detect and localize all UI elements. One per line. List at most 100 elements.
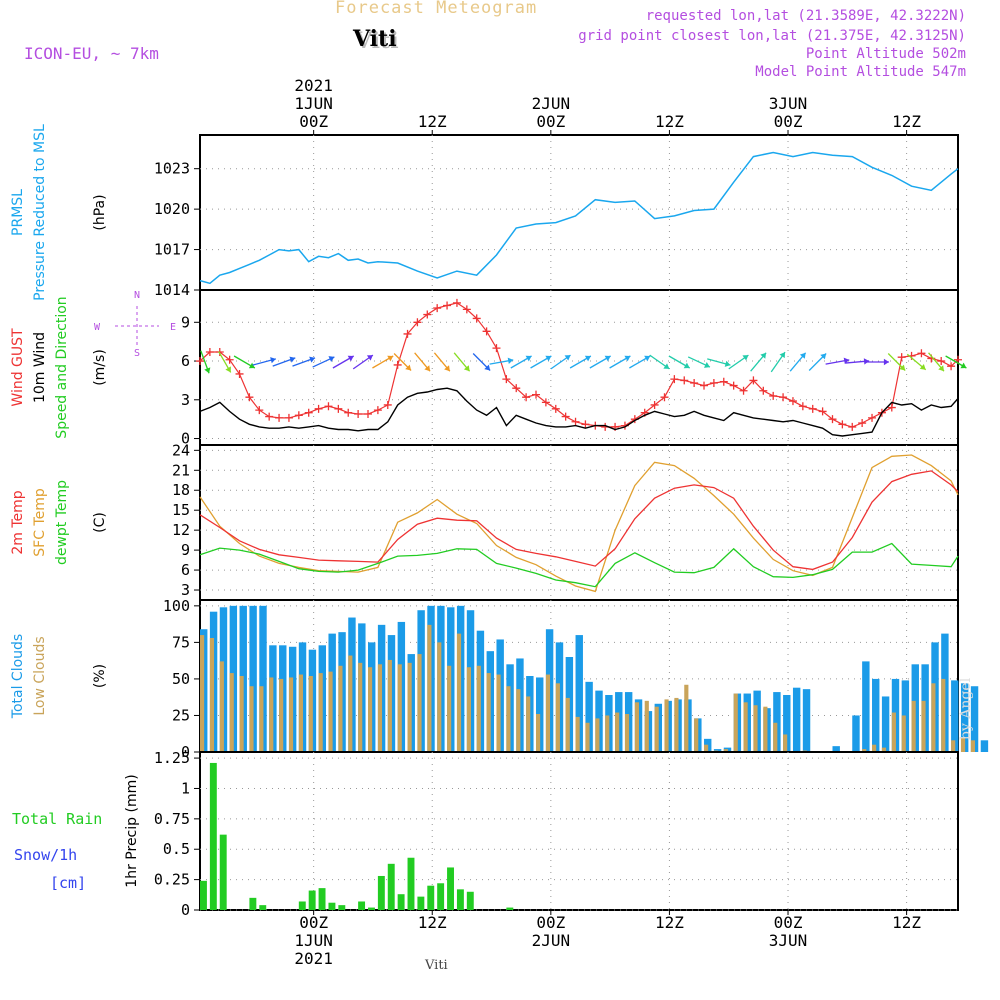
low-cloud-bar [338,665,343,752]
gust-marker [532,390,541,399]
wind-arrowhead [366,355,373,361]
low-cloud-bar [723,749,728,752]
low-cloud-bar [437,642,442,752]
precip-ytick-label: 0.25 [154,871,190,889]
precip-unit-label: 1hr Precip (mm) [124,774,140,887]
wind-panel: 0 3 6 9 [181,289,967,448]
low-cloud-bar [654,706,659,752]
temperature-ytick-label: 21 [172,461,190,479]
clouds-ytick-label: 50 [172,670,190,688]
low-cloud-bar [259,686,264,752]
compass-e: E [170,322,176,333]
point-altitude: Point Altitude 502m [805,46,966,62]
rain-bar [328,902,336,910]
compass-s: S [134,348,140,359]
low-cloud-bar [694,718,699,752]
low-cloud-bar [377,664,383,752]
footer-station: Viti [425,958,448,973]
top-time-label: 2021 [294,76,333,95]
low-cloud-bar [704,744,709,752]
temperature-unit-label: (C) [92,512,108,533]
top-time-label: 12Z [892,112,921,131]
rain-bar [466,891,474,910]
low-cloud-bar [891,712,896,752]
chart-title: Forecast Meteogram [335,0,538,18]
wind-arrowhead [919,363,926,370]
rain-bar [249,897,257,910]
rain-bar [417,896,425,910]
low-cloud-bar [417,654,422,752]
clouds-unit-label: (%) [92,664,108,688]
wind-arrowhead [883,358,889,366]
low-cloud-bar [288,677,294,752]
pressure-axis-title: Pressure Reduced to MSL [32,124,48,301]
low-cloud-bar [951,740,956,752]
low-cloud-bar [545,674,551,752]
low-cloud-bar [575,716,580,752]
bottom-time-label: 12Z [892,913,921,932]
low-cloud-bar [536,714,541,752]
clouds-ytick-label: 100 [163,597,190,615]
wind-arrowhead [444,365,450,372]
wind-arrowhead [663,363,670,369]
gust-marker [551,404,560,413]
wind-arrowhead [960,362,967,369]
rain-bar [358,901,366,910]
total-cloud-bar [832,746,840,752]
gust-marker [265,412,274,421]
station-name: Viti [353,26,397,52]
rain-bar [437,883,445,910]
wind-arrowhead [347,355,354,362]
temperature-panel: 3 6 9 12 15 18 21 24 [172,441,959,601]
rain-bar [506,907,514,910]
wind-arrowhead [644,355,651,362]
low-cloud-bar [328,671,333,752]
rain-bar [259,905,267,910]
precip-ytick-label: 1 [181,779,190,797]
sfc-temp-line [199,454,959,593]
temp2m-line [199,470,959,571]
total-cloud-bar [862,661,870,752]
gust-line [199,302,959,428]
top-time-label: 12Z [418,112,447,131]
dewpt-line [199,542,959,588]
low-cloud-bar [368,667,373,752]
top-time-label: 12Z [655,112,684,131]
low-cloud-bar [219,661,224,752]
low-cloud-bar [506,686,511,752]
pressure-ytick-label: 1023 [154,160,190,178]
compass-n: N [134,290,140,301]
low-cloud-bar [674,697,679,752]
pressure-axis-title: PRMSL [10,189,26,236]
rain-bar [427,885,435,910]
bottom-time-label: 3JUN [769,931,808,950]
top-time-label: 2JUN [532,94,571,113]
low-cloud-bar [298,674,303,752]
low-cloud-bar [941,678,946,752]
temperature-axis-title: dewpt Temp [54,480,70,565]
low-cloud-bar [249,686,254,752]
wind-arrowhead [624,355,631,362]
bottom-time-label: 12Z [418,913,447,932]
gust-marker [897,353,906,362]
low-cloud-bar [664,699,669,752]
gust-marker [937,357,946,366]
gust-marker [492,344,501,353]
low-cloud-bar [279,678,284,752]
total-cloud-bar [852,715,860,752]
model-label: ICON-EU, ~ 7km [24,44,159,63]
rain-bar [447,867,454,910]
low-cloud-bar [427,624,432,752]
low-cloud-bar [269,677,274,752]
rain-bar [209,762,217,910]
low-cloud-bar [348,655,353,752]
bottom-time-label: 00Z [299,913,328,932]
wind-arrowhead [564,355,571,361]
gust-marker [452,298,461,307]
wind-arrowhead [484,364,491,371]
rain-bar [338,905,346,910]
wind-arrowhead [507,357,514,364]
gust-marker [522,393,531,402]
gust-marker [858,419,867,428]
